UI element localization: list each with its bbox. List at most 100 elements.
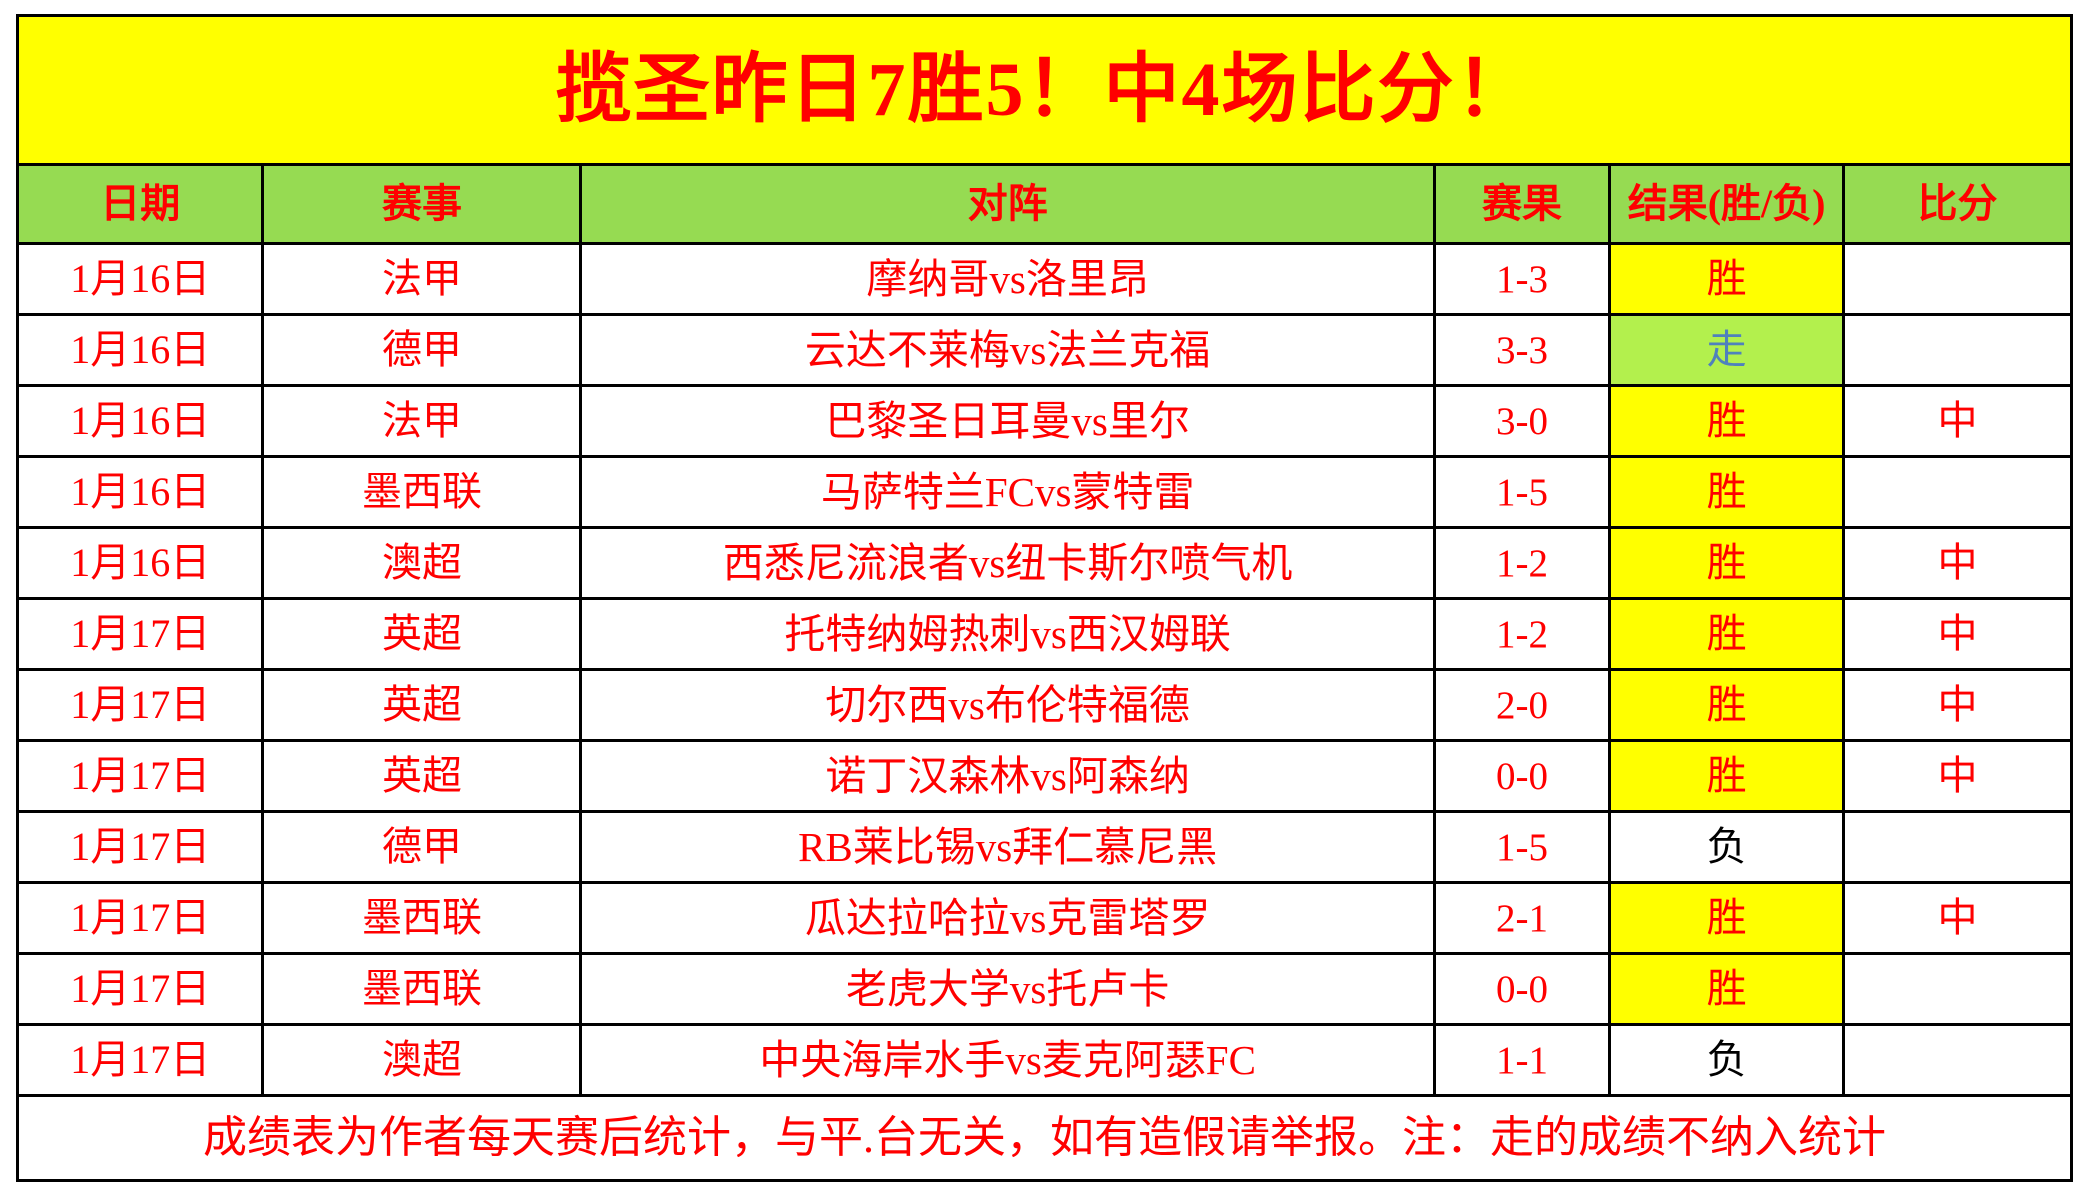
table-row: 1月17日 墨西联 瓜达拉哈拉vs克雷塔罗 2-1 胜 中 <box>15 881 2074 955</box>
cell-verdict: 走 <box>1608 313 1845 387</box>
table-row: 1月16日 法甲 巴黎圣日耳曼vs里尔 3-0 胜 中 <box>15 384 2074 458</box>
cell-match: 马萨特兰FCvs蒙特雷 <box>579 455 1436 529</box>
cell-date: 1月17日 <box>15 881 265 955</box>
row-score-hit: 中 <box>1937 753 1978 798</box>
cell-match: 中央海岸水手vs麦克阿瑟FC <box>579 1023 1436 1097</box>
cell-match: RB莱比锡vs拜仁慕尼黑 <box>579 810 1436 884</box>
cell-result: 1-2 <box>1432 597 1612 671</box>
row-result: 1-5 <box>1496 825 1549 869</box>
row-date: 1月16日 <box>70 256 211 301</box>
column-header-league-label: 赛事 <box>381 181 462 226</box>
row-result: 1-2 <box>1496 541 1549 585</box>
cell-match: 老虎大学vs托卢卡 <box>579 952 1436 1026</box>
cell-score-hit <box>1841 242 2074 316</box>
row-match: 诺丁汉森林vs阿森纳 <box>825 752 1190 799</box>
row-verdict: 胜 <box>1706 966 1747 1011</box>
row-match: 瓜达拉哈拉vs克雷塔罗 <box>804 894 1211 941</box>
row-score-hit: 中 <box>1937 398 1978 443</box>
cell-date: 1月16日 <box>15 526 265 600</box>
row-league: 英超 <box>381 611 462 656</box>
row-league: 德甲 <box>381 824 462 869</box>
table-row: 1月16日 墨西联 马萨特兰FCvs蒙特雷 1-5 胜 <box>15 455 2074 529</box>
row-result: 2-0 <box>1496 683 1549 727</box>
column-header-league: 赛事 <box>261 163 583 245</box>
cell-date: 1月17日 <box>15 952 265 1026</box>
cell-date: 1月17日 <box>15 739 265 813</box>
row-date: 1月17日 <box>70 966 211 1011</box>
column-header-match-label: 对阵 <box>967 181 1048 226</box>
row-result: 0-0 <box>1496 754 1549 798</box>
cell-league: 墨西联 <box>261 881 583 955</box>
row-verdict: 胜 <box>1706 469 1747 514</box>
row-match: RB莱比锡vs拜仁慕尼黑 <box>798 823 1218 870</box>
cell-verdict: 负 <box>1608 1023 1845 1097</box>
row-match: 西悉尼流浪者vs纽卡斯尔喷气机 <box>722 539 1293 586</box>
row-score-hit: 中 <box>1937 540 1978 585</box>
row-date: 1月16日 <box>70 540 211 585</box>
row-date: 1月16日 <box>70 398 211 443</box>
row-result: 1-3 <box>1496 257 1549 301</box>
row-league: 法甲 <box>381 398 462 443</box>
cell-date: 1月16日 <box>15 313 265 387</box>
row-league: 墨西联 <box>361 895 482 940</box>
column-header-verdict-label: 结果(胜/负) <box>1627 181 1826 226</box>
cell-result: 0-0 <box>1432 739 1612 813</box>
footer-row: 成绩表为作者每天赛后统计，与平.台无关，如有造假请举报。注：走的成绩不纳入统计 <box>16 1094 2073 1182</box>
table-row: 1月17日 德甲 RB莱比锡vs拜仁慕尼黑 1-5 负 <box>15 810 2074 884</box>
cell-score-hit <box>1841 810 2074 884</box>
cell-date: 1月16日 <box>15 242 265 316</box>
cell-verdict: 胜 <box>1608 242 1845 316</box>
column-header-result: 赛果 <box>1432 163 1612 245</box>
row-league: 英超 <box>381 682 462 727</box>
row-result: 3-3 <box>1496 328 1549 372</box>
title-cell: 揽圣昨日7胜5！中4场比分！ <box>16 14 2073 166</box>
cell-league: 英超 <box>261 597 583 671</box>
table-row: 1月17日 墨西联 老虎大学vs托卢卡 0-0 胜 <box>15 952 2074 1026</box>
cell-score-hit: 中 <box>1841 526 2074 600</box>
column-header-verdict: 结果(胜/负) <box>1608 163 1845 245</box>
row-result: 1-5 <box>1496 470 1549 514</box>
cell-score-hit: 中 <box>1841 668 2074 742</box>
cell-result: 2-0 <box>1432 668 1612 742</box>
row-verdict: 负 <box>1706 824 1747 869</box>
row-match: 中央海岸水手vs麦克阿瑟FC <box>759 1036 1256 1083</box>
row-league: 墨西联 <box>361 966 482 1011</box>
column-header-result-label: 赛果 <box>1482 181 1563 226</box>
row-league: 法甲 <box>381 256 462 301</box>
row-result: 2-1 <box>1496 896 1549 940</box>
cell-score-hit: 中 <box>1841 384 2074 458</box>
cell-match: 瓜达拉哈拉vs克雷塔罗 <box>579 881 1436 955</box>
cell-league: 墨西联 <box>261 455 583 529</box>
cell-verdict: 胜 <box>1608 952 1845 1026</box>
column-header-date: 日期 <box>15 163 265 245</box>
row-match: 马萨特兰FCvs蒙特雷 <box>820 468 1195 515</box>
cell-match: 云达不莱梅vs法兰克福 <box>579 313 1436 387</box>
row-verdict: 胜 <box>1706 540 1747 585</box>
row-match: 摩纳哥vs洛里昂 <box>866 255 1149 302</box>
row-date: 1月17日 <box>70 824 211 869</box>
table-row: 1月16日 法甲 摩纳哥vs洛里昂 1-3 胜 <box>15 242 2074 316</box>
row-league: 英超 <box>381 753 462 798</box>
row-league: 德甲 <box>381 327 462 372</box>
cell-result: 1-2 <box>1432 526 1612 600</box>
row-verdict: 胜 <box>1706 895 1747 940</box>
column-header-score-label: 比分 <box>1917 181 1998 226</box>
cell-date: 1月17日 <box>15 810 265 884</box>
cell-date: 1月17日 <box>15 668 265 742</box>
row-verdict: 胜 <box>1706 611 1747 656</box>
cell-result: 2-1 <box>1432 881 1612 955</box>
cell-league: 澳超 <box>261 526 583 600</box>
cell-match: 西悉尼流浪者vs纽卡斯尔喷气机 <box>579 526 1436 600</box>
results-table: 揽圣昨日7胜5！中4场比分！ 日期 赛事 对阵 赛果 结果(胜/负) 比分 1月… <box>15 14 2074 1182</box>
row-date: 1月17日 <box>70 1037 211 1082</box>
cell-verdict: 胜 <box>1608 881 1845 955</box>
cell-match: 巴黎圣日耳曼vs里尔 <box>579 384 1436 458</box>
column-header-match: 对阵 <box>579 163 1436 245</box>
row-result: 3-0 <box>1496 399 1549 443</box>
cell-date: 1月16日 <box>15 384 265 458</box>
cell-league: 墨西联 <box>261 952 583 1026</box>
table-body: 揽圣昨日7胜5！中4场比分！ 日期 赛事 对阵 赛果 结果(胜/负) 比分 1月… <box>15 14 2074 1182</box>
row-result: 0-0 <box>1496 967 1549 1011</box>
row-league: 澳超 <box>381 1037 462 1082</box>
cell-score-hit: 中 <box>1841 597 2074 671</box>
